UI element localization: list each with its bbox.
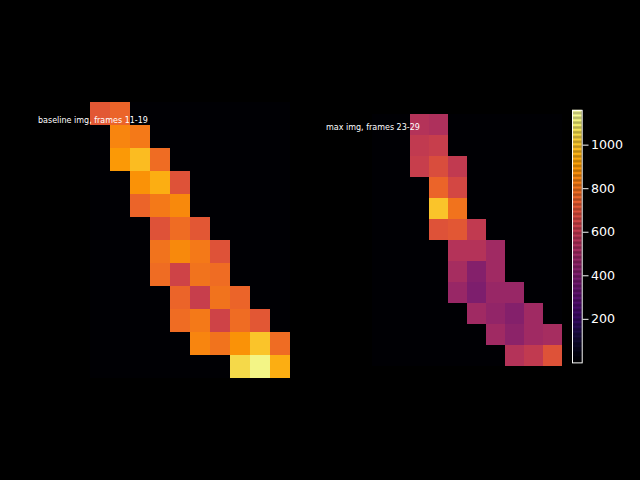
svg-text:200: 200 (591, 311, 615, 326)
html-text:max img, frames 23-29: max img, frames 23-29 (326, 123, 420, 132)
html-text:baseline img, frames 11-19: baseline img, frames 11-19 (38, 116, 148, 125)
svg-text:800: 800 (591, 181, 615, 196)
svg-text:400: 400 (591, 268, 615, 283)
svg-text:600: 600 (591, 224, 615, 239)
svg-text:1000: 1000 (591, 137, 623, 152)
